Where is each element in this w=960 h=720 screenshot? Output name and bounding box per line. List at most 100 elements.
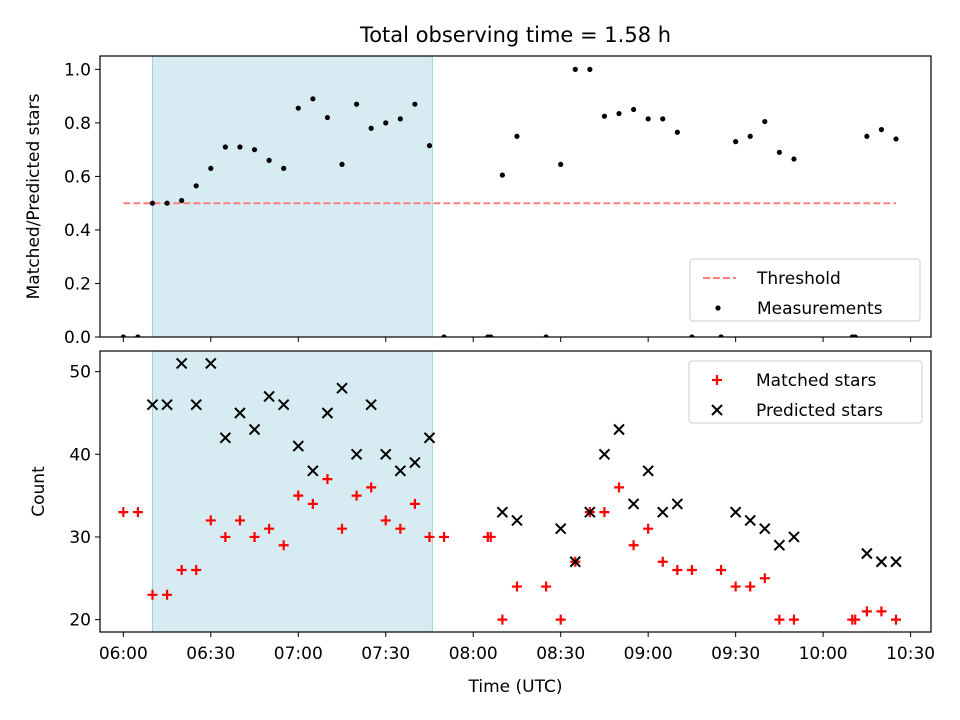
measurements-point	[441, 334, 447, 337]
measurements-point	[718, 334, 724, 337]
predicted-stars-point	[248, 423, 261, 436]
predicted-stars-point	[292, 440, 304, 452]
matched-stars-point	[876, 606, 887, 617]
x-tick-label: 07:00	[274, 644, 323, 664]
predicted-stars-point	[175, 357, 188, 370]
predicted-stars-point	[627, 498, 640, 510]
measurements-point	[353, 101, 360, 107]
bottom-panel: 20 30 40 50 06:00 06:30 07:00 07:30 08:00 08:30 09…	[29, 350, 935, 697]
x-tick-label: 07:30	[361, 644, 410, 664]
matched-stars-point	[716, 565, 727, 576]
measurements-point	[558, 161, 564, 167]
matched-stars-point	[220, 531, 231, 542]
predicted-stars-point	[875, 556, 888, 568]
y-tick-label: 0.0	[64, 328, 91, 348]
matched-stars-point	[643, 523, 654, 534]
measurements-point	[572, 66, 578, 72]
legend-label: Matched stars	[756, 371, 876, 391]
predicted-stars-point	[642, 465, 654, 477]
matched-stars-point	[351, 490, 362, 501]
matched-stars-point	[541, 581, 552, 592]
predicted-stars-point	[861, 547, 873, 560]
measurements-point	[630, 106, 637, 113]
y-tick-label: 40	[69, 445, 91, 465]
measurements-point	[893, 136, 899, 142]
measurements-point	[383, 120, 389, 126]
matched-stars-point	[850, 614, 861, 625]
predicted-stars-point	[773, 539, 786, 551]
x-tick-label: 10:00	[799, 644, 848, 664]
measurements-point	[266, 157, 272, 163]
matched-stars-point	[730, 581, 741, 592]
matched-stars-point	[380, 515, 391, 526]
matched-stars-point	[293, 490, 304, 501]
y-tick-label: 50	[69, 363, 91, 383]
matched-stars-point	[395, 523, 406, 534]
measurements-point	[179, 197, 185, 204]
matched-stars-point	[337, 523, 348, 534]
measurements-point	[324, 114, 331, 121]
matched-stars-point	[511, 581, 522, 592]
measurements-point	[878, 126, 885, 133]
measurements-point	[616, 110, 622, 117]
matched-stars-point	[118, 507, 129, 518]
legend-dot-handle	[715, 305, 721, 311]
predicted-stars-point	[788, 531, 800, 543]
x-tick-label: 06:00	[99, 644, 148, 664]
predicted-stars-point	[394, 465, 407, 477]
matched-stars-point	[424, 531, 435, 542]
predicted-stars-point	[365, 399, 377, 411]
matched-stars-point	[162, 589, 173, 600]
x-tick-label: 08:30	[536, 644, 585, 664]
matched-stars-point	[191, 565, 202, 576]
measurements-point	[426, 143, 433, 149]
matched-stars-point	[861, 606, 872, 617]
matched-stars-point	[485, 531, 496, 542]
matched-stars-point	[672, 565, 683, 576]
matched-stars-point	[745, 581, 756, 592]
matched-stars-point	[132, 507, 143, 518]
measurements-point	[601, 113, 608, 119]
measurements-point	[339, 161, 345, 167]
matched-stars-point	[234, 515, 245, 526]
matched-stars-point	[439, 531, 450, 542]
legend-box	[688, 360, 923, 424]
measurements-point	[776, 149, 782, 155]
measurements-point	[852, 334, 858, 337]
predicted-stars-point	[205, 357, 217, 370]
measurements-point	[412, 101, 418, 107]
measurements-point	[689, 334, 695, 337]
matched-stars-point	[788, 614, 799, 625]
predicted-stars-point	[554, 522, 567, 535]
measurements-point	[237, 144, 243, 150]
matched-stars-point	[657, 556, 668, 567]
predicted-stars-point	[380, 448, 392, 461]
predicted-stars-point	[263, 390, 275, 403]
axes-frame	[99, 350, 932, 633]
matched-stars-point	[264, 523, 275, 534]
y-axis-label: Count	[29, 466, 49, 517]
predicted-stars-point	[277, 399, 290, 411]
measurements-point	[208, 165, 214, 171]
predicted-stars-point	[744, 514, 756, 527]
legend-plus-handle	[712, 375, 722, 385]
matched-stars-point	[628, 540, 639, 551]
measurements-point	[222, 144, 228, 150]
matched-stars-point	[278, 540, 289, 551]
predicted-stars-point	[307, 465, 319, 477]
predicted-stars-point	[890, 556, 902, 568]
predicted-stars-point	[729, 506, 742, 518]
x-axis-label: Time (UTC)	[468, 677, 563, 697]
predicted-stars-point	[321, 407, 334, 419]
matched-stars-point	[497, 614, 508, 625]
predicted-stars-point	[598, 448, 611, 461]
y-axis-label: Matched/Predicted stars	[24, 93, 44, 299]
measurements-point	[310, 96, 316, 102]
plot-area	[120, 56, 899, 337]
matched-stars-point	[774, 614, 785, 625]
x-tick-label: 06:30	[186, 644, 235, 664]
predicted-stars-point	[146, 399, 159, 411]
chart-title: Total observing time = 1.58 h	[359, 23, 671, 47]
predicted-stars-point	[336, 382, 348, 394]
